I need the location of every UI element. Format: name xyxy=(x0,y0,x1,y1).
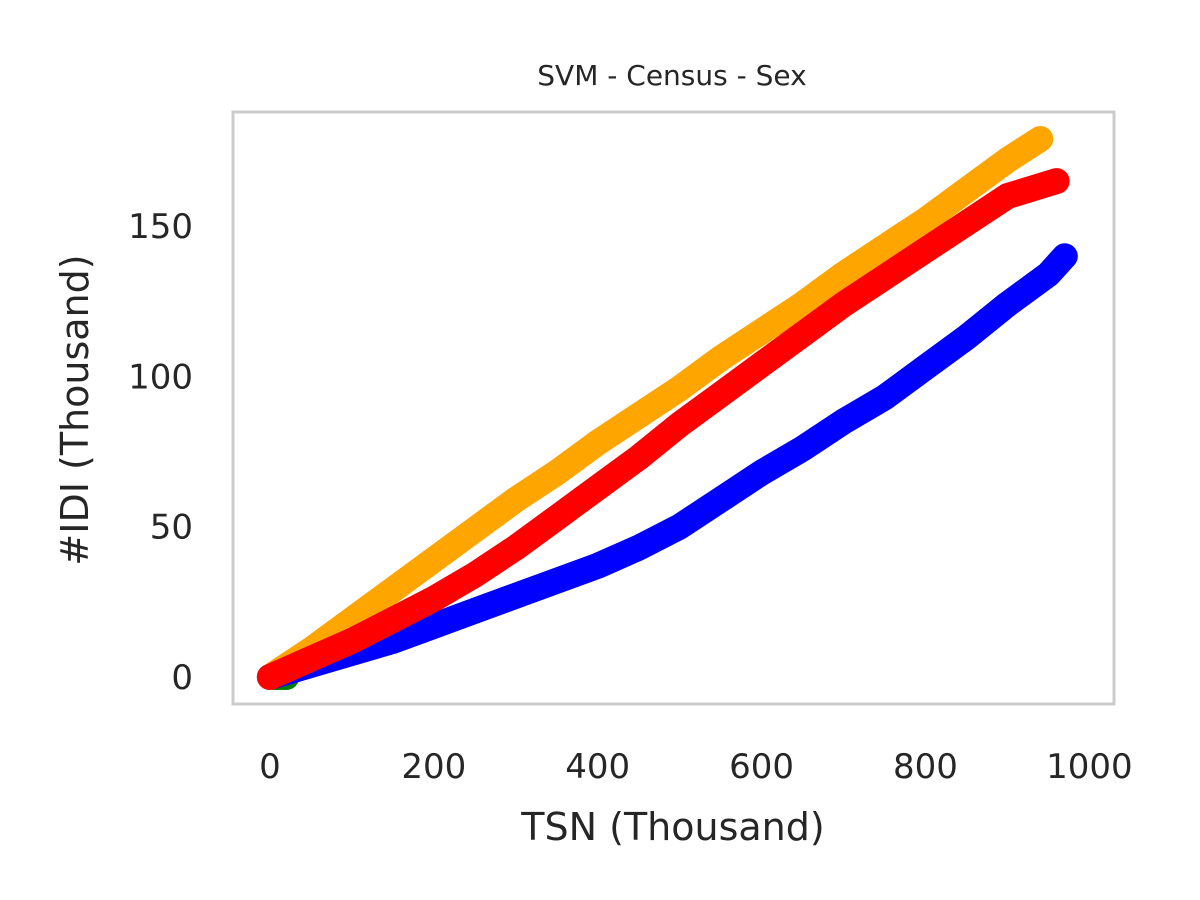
y-axis-label: #IDI (Thousand) xyxy=(53,254,97,565)
x-tick-label: 600 xyxy=(729,747,794,787)
x-tick-label: 400 xyxy=(565,747,630,787)
y-tick-label: 50 xyxy=(150,508,193,548)
y-tick-label: 0 xyxy=(171,658,193,698)
x-tick-label: 200 xyxy=(401,747,466,787)
y-tick-labels: 0 50 100 150 xyxy=(128,207,193,698)
x-tick-labels: 0 200 400 600 800 1000 xyxy=(259,747,1133,787)
chart-title: SVM - Census - Sex xyxy=(537,59,806,92)
series-line-2 xyxy=(256,126,1054,690)
y-tick-label: 150 xyxy=(128,207,193,247)
x-tick-label: 0 xyxy=(259,747,281,787)
x-tick-label: 800 xyxy=(893,747,958,787)
series-layer xyxy=(256,126,1078,690)
x-axis-label: TSN (Thousand) xyxy=(520,805,824,849)
series-line-3 xyxy=(256,168,1070,690)
y-tick-label: 100 xyxy=(128,357,193,397)
x-tick-label: 1000 xyxy=(1046,747,1133,787)
series-line-1 xyxy=(256,243,1078,690)
